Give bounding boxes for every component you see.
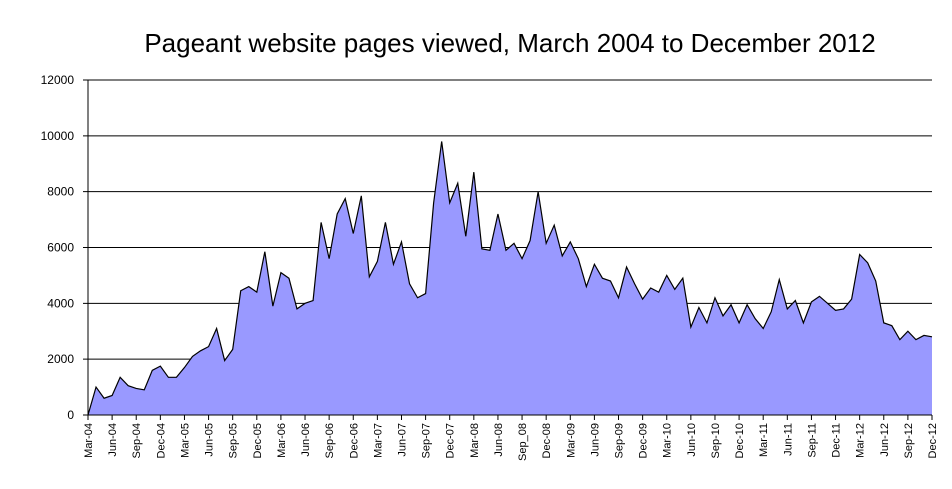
y-tick-label: 2000 xyxy=(47,352,74,366)
x-tick-label: Dec-12 xyxy=(927,423,939,458)
x-tick-label: Sep-05 xyxy=(228,423,240,458)
x-tick-label: Sep-06 xyxy=(324,423,336,458)
x-tick-label: Jun-05 xyxy=(204,423,216,457)
y-tick-label: 0 xyxy=(67,408,74,422)
x-tick-label: Jun-12 xyxy=(879,423,891,457)
area xyxy=(88,141,932,415)
x-tick-label: Mar-11 xyxy=(758,423,770,457)
y-tick-label: 10000 xyxy=(41,129,75,143)
x-tick-label: Dec-06 xyxy=(348,423,360,458)
x-tick-label: Jun-04 xyxy=(107,423,119,457)
x-tick-label: Sep-04 xyxy=(131,423,143,458)
x-tick-label: Jun-08 xyxy=(493,423,505,457)
x-tick-label: Mar-12 xyxy=(855,423,867,458)
x-tick-label: Jun-06 xyxy=(300,423,312,457)
x-tick-label: Mar-04 xyxy=(83,423,95,458)
x-tick-label: Dec-07 xyxy=(445,423,457,458)
x-tick-label: Sep-12 xyxy=(903,423,915,458)
x-tick-label: Mar-10 xyxy=(662,423,674,458)
x-tick-label: Sep-09 xyxy=(614,423,626,458)
x-tick-label: Mar-08 xyxy=(469,423,481,458)
x-tick-label: Dec-10 xyxy=(734,423,746,458)
area-outline xyxy=(87,141,933,416)
x-tick-label: Jun-11 xyxy=(782,423,794,456)
x-tick-label: Mar-07 xyxy=(372,423,384,458)
y-tick-label: 6000 xyxy=(47,241,74,255)
x-tick-label: Dec-04 xyxy=(155,423,167,458)
x-tick-label: Dec-09 xyxy=(638,423,650,458)
x-tick-label: Mar-09 xyxy=(565,423,577,458)
x-tick-label: Sep-07 xyxy=(421,423,433,458)
x-tick-label: Sep-10 xyxy=(710,423,722,458)
x-tick-label: Sep-11 xyxy=(806,423,818,458)
x-tick-label: Jun-07 xyxy=(396,423,408,457)
x-tick-label: Dec-08 xyxy=(541,423,553,458)
x-tick-label: Dec-05 xyxy=(252,423,264,458)
x-tick-label: Dec-11 xyxy=(831,423,843,458)
x-tick-label: Jun-10 xyxy=(686,423,698,457)
y-tick-label: 12000 xyxy=(41,73,75,87)
x-tick-label: Mar-06 xyxy=(276,423,288,458)
chart-title: Pageant website pages viewed, March 2004… xyxy=(144,28,875,58)
y-tick-label: 8000 xyxy=(47,185,74,199)
y-tick-label: 4000 xyxy=(47,296,74,310)
x-tick-label: Sep_08 xyxy=(517,423,529,461)
x-tick-label: Jun-09 xyxy=(589,423,601,457)
x-tick-label: Mar-05 xyxy=(179,423,191,458)
